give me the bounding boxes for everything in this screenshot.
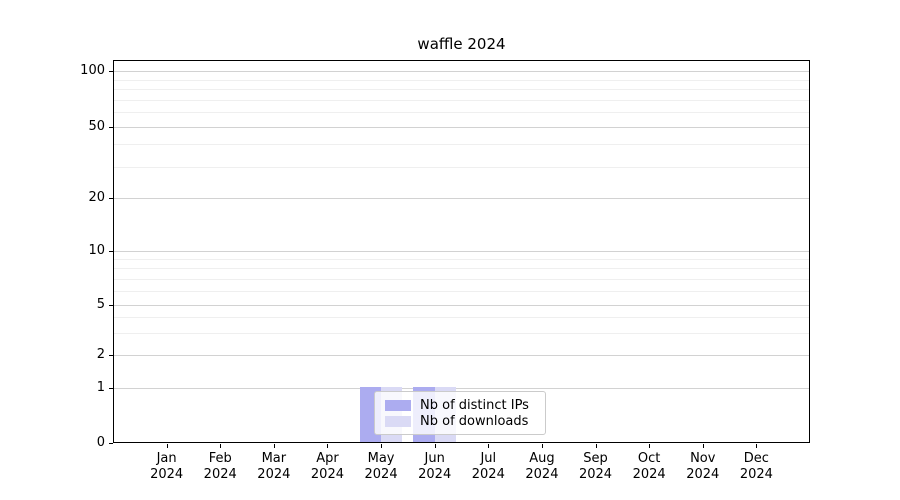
legend-swatch-icon	[385, 415, 411, 427]
y-tick-label-100: 100	[80, 63, 105, 78]
y-tickmark-1	[109, 388, 113, 389]
x-tick-label-mar: Mar 2024	[257, 451, 291, 482]
x-tick-label-nov: Nov 2024	[686, 451, 720, 482]
minor-gridline	[114, 291, 809, 292]
y-tickmark-10	[109, 251, 113, 252]
y-tick-label-20: 20	[88, 190, 105, 205]
minor-gridline	[114, 144, 809, 146]
major-gridline-10	[114, 251, 809, 252]
chart-title: waffle 2024	[417, 35, 506, 53]
minor-gridline	[114, 89, 809, 90]
x-tickmark-oct	[649, 444, 650, 448]
y-tick-label-0: 0	[96, 435, 105, 450]
x-tickmark-feb	[220, 444, 221, 448]
y-tickmark-20	[109, 198, 113, 199]
plot-area: Nb of distinct IPs Nb of downloads	[113, 60, 810, 443]
x-tick-label-jan: Jan 2024	[150, 451, 184, 482]
y-tick-label-5: 5	[96, 297, 105, 312]
x-tickmark-dec	[756, 444, 757, 448]
x-tick-label-jul: Jul 2024	[471, 451, 505, 482]
x-tickmark-nov	[703, 444, 704, 448]
x-tickmark-aug	[542, 444, 543, 448]
y-tick-label-10: 10	[88, 243, 105, 258]
x-tickmark-may	[381, 444, 382, 448]
x-tickmark-jan	[167, 444, 168, 448]
major-gridline-20	[114, 198, 809, 199]
x-tick-label-feb: Feb 2024	[203, 451, 237, 482]
x-tickmark-jul	[488, 444, 489, 448]
minor-gridline	[114, 279, 809, 280]
y-tickmark-50	[109, 127, 113, 128]
legend-item: Nb of downloads	[385, 414, 537, 429]
legend: Nb of distinct IPs Nb of downloads	[374, 391, 546, 435]
y-tick-label-1: 1	[96, 380, 105, 395]
x-tick-label-oct: Oct 2024	[632, 451, 666, 482]
minor-gridline	[114, 79, 809, 81]
x-tick-label-apr: Apr 2024	[310, 451, 344, 482]
x-tickmark-mar	[274, 444, 275, 448]
x-tick-label-jun: Jun 2024	[418, 451, 452, 482]
major-gridline-2	[114, 355, 809, 356]
minor-gridline	[114, 317, 809, 318]
major-gridline-5	[114, 305, 809, 306]
minor-gridline	[114, 259, 809, 260]
x-tickmark-jun	[435, 444, 436, 448]
minor-gridline	[114, 268, 809, 269]
legend-label: Nb of distinct IPs	[420, 397, 529, 413]
y-tick-label-2: 2	[96, 347, 105, 362]
minor-gridline	[114, 112, 809, 114]
y-tickmark-5	[109, 305, 113, 306]
legend-swatch-icon	[385, 399, 411, 411]
x-tickmark-apr	[327, 444, 328, 448]
minor-gridline	[114, 166, 809, 168]
x-tick-label-sep: Sep 2024	[578, 451, 613, 482]
y-tick-label-50: 50	[88, 119, 105, 134]
x-tick-label-aug: Aug 2024	[525, 451, 559, 482]
legend-label: Nb of downloads	[420, 413, 529, 429]
major-gridline-100	[114, 71, 809, 72]
x-tick-label-dec: Dec 2024	[739, 451, 773, 482]
y-tickmark-2	[109, 355, 113, 356]
x-tickmark-sep	[596, 444, 597, 448]
x-tick-label-may: May 2024	[364, 451, 398, 482]
major-gridline-50	[114, 127, 809, 128]
legend-item: Nb of distinct IPs	[385, 398, 537, 413]
minor-gridline	[114, 99, 809, 101]
y-tickmark-100	[109, 71, 113, 72]
major-gridline-1	[114, 388, 809, 389]
y-tickmark-0	[109, 443, 113, 444]
minor-gridline	[114, 333, 809, 334]
